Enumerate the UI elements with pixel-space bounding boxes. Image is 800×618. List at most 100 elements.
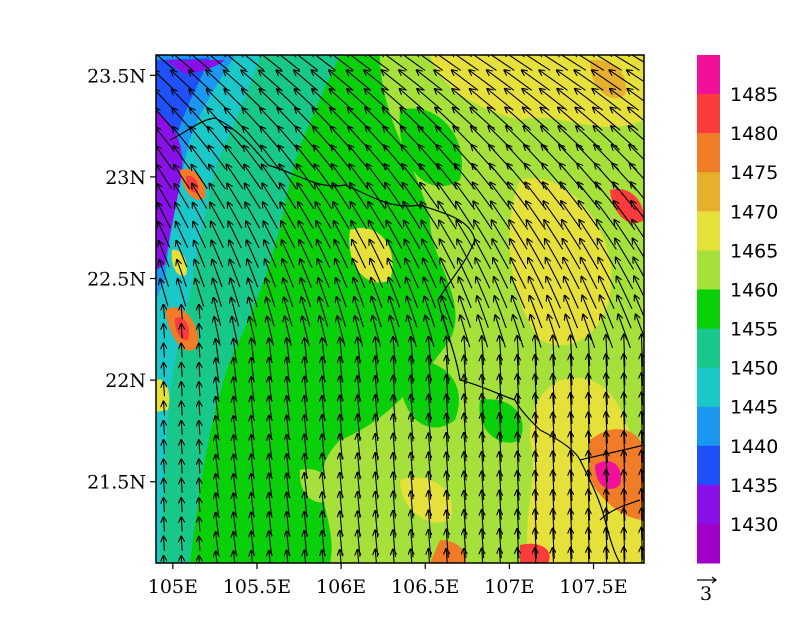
wind-vector	[245, 203, 261, 229]
wind-vector	[606, 509, 607, 541]
wind-vector-layer	[156, 55, 644, 563]
wind-vector	[633, 258, 644, 279]
wind-vector	[316, 202, 332, 229]
wind-vector	[434, 55, 462, 71]
lon-tick-label: 106.5E	[391, 576, 459, 598]
wind-vector	[588, 393, 589, 425]
wind-vector	[381, 55, 408, 71]
wind-vector	[628, 89, 644, 102]
wind-vector	[280, 202, 296, 229]
wind-vector	[535, 548, 537, 563]
wind-vector	[548, 315, 560, 348]
lon-tick-label: 107.5E	[559, 576, 627, 598]
wind-vector	[553, 374, 555, 405]
wind-vector	[279, 165, 298, 190]
wind-vector	[297, 165, 315, 190]
wind-vector	[386, 202, 404, 230]
wind-vector	[371, 278, 383, 308]
colorbar-level-label: 1480	[730, 123, 778, 145]
wind-vector	[334, 221, 349, 249]
wind-vector	[575, 70, 604, 91]
wind-vector	[579, 220, 599, 250]
wind-vector	[263, 202, 278, 229]
wind-vector	[565, 296, 579, 329]
wind-vector	[420, 164, 441, 190]
wind-vector	[233, 551, 236, 563]
wind-vector	[460, 316, 471, 348]
wind-vector	[606, 374, 607, 405]
wind-vector	[199, 344, 200, 358]
wind-vector	[456, 202, 475, 230]
wind-vector	[624, 354, 625, 386]
wind-vector	[631, 201, 644, 220]
wind-vector	[606, 335, 607, 367]
wind-vector	[624, 509, 625, 541]
wind-vector	[634, 277, 644, 299]
wind-vector	[598, 239, 617, 270]
lat-tick-label: 22N	[105, 370, 146, 392]
wind-vector	[265, 259, 277, 288]
wind-vector	[588, 335, 589, 367]
wind-vector	[641, 431, 642, 464]
wind-vector	[553, 336, 555, 366]
wind-vector	[181, 498, 182, 513]
wind-vector	[588, 548, 589, 563]
wind-vector	[446, 549, 448, 563]
colorbar-level-label: 1445	[730, 397, 778, 419]
colorbar-level-label: 1485	[730, 84, 778, 106]
wind-vector	[405, 240, 420, 269]
wind-vector	[195, 279, 205, 307]
wind-vector	[641, 528, 642, 560]
wind-vector	[206, 55, 229, 71]
colorbar-swatch	[697, 328, 720, 369]
wind-vector	[337, 297, 347, 327]
wind-vector	[553, 529, 555, 559]
wind-vector	[475, 239, 491, 270]
wind-vector	[181, 460, 182, 474]
wind-vector	[156, 71, 175, 91]
colorbar-swatch	[697, 406, 720, 447]
wind-vector	[193, 203, 207, 229]
wind-vector	[606, 432, 607, 463]
wind-vector	[277, 70, 300, 91]
wind-vector	[641, 393, 642, 425]
wind-vector	[530, 315, 542, 348]
wind-vector	[192, 184, 208, 209]
colorbar-swatch	[697, 133, 720, 173]
wind-vector	[588, 374, 589, 405]
wind-vector	[322, 550, 325, 563]
wind-vector	[464, 549, 466, 563]
wind-vector	[459, 277, 472, 309]
wind-vector	[181, 305, 182, 320]
wind-vector	[457, 240, 474, 269]
wind-vector	[230, 260, 241, 288]
wind-vector	[606, 547, 607, 563]
wind-vector	[504, 70, 533, 91]
wind-vector	[284, 298, 293, 327]
wind-vector	[424, 278, 437, 309]
wind-vector	[405, 259, 419, 289]
wind-vector	[214, 298, 222, 327]
wind-vector	[624, 528, 625, 560]
wind-vector	[194, 241, 206, 268]
wind-vector	[158, 222, 171, 248]
wind-vector	[624, 470, 625, 502]
wind-vector	[350, 183, 368, 210]
wind-vector	[281, 221, 296, 249]
wind-vector	[225, 108, 246, 131]
wind-vector	[490, 183, 511, 210]
wind-vector	[262, 184, 279, 210]
wind-vector	[455, 183, 476, 210]
wind-vector	[212, 241, 224, 268]
wind-vector	[399, 70, 425, 91]
wind-vector	[459, 296, 472, 328]
wind-vector	[636, 315, 644, 339]
colorbar-level-label: 1450	[730, 358, 778, 380]
wind-vector	[641, 335, 642, 367]
wind-vector	[403, 202, 421, 230]
wind-vector	[477, 296, 489, 328]
wind-vector	[181, 537, 182, 551]
wind-vector	[315, 183, 333, 210]
wind-vector	[521, 55, 551, 71]
wind-vector	[570, 451, 572, 482]
